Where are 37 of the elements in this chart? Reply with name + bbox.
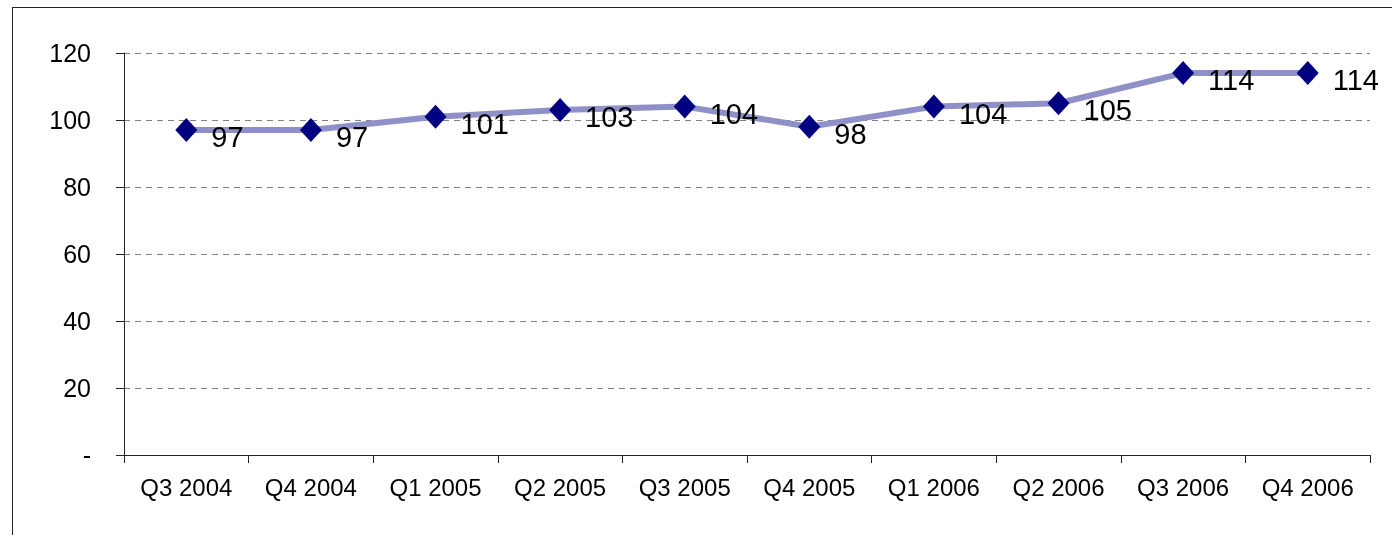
y-tick-label: 100 (49, 106, 91, 134)
x-tick-label: Q1 2006 (887, 473, 980, 501)
point (922, 94, 945, 119)
x-tick-label: Q3 2006 (1137, 473, 1230, 501)
point (798, 114, 821, 139)
y-tick-label: 40 (63, 307, 91, 335)
data-label: 104 (958, 97, 1008, 130)
data-label: 97 (335, 121, 369, 154)
point (175, 118, 198, 143)
point (1296, 61, 1319, 86)
x-tick-label: Q3 2005 (638, 473, 731, 501)
point (424, 104, 447, 129)
y-tick-label: 120 (49, 39, 91, 67)
data-label: 101 (460, 107, 509, 140)
data-label: 114 (1208, 64, 1255, 97)
point (549, 97, 572, 122)
data-label: 105 (1083, 94, 1132, 127)
point (673, 94, 696, 119)
data-label: 97 (211, 121, 244, 154)
x-tick-label: Q2 2006 (1012, 473, 1105, 501)
y-tick-label: - (82, 441, 91, 469)
y-tick-label: 60 (63, 240, 91, 268)
point (1047, 91, 1070, 116)
point (1172, 61, 1195, 86)
x-tick-label: Q4 2005 (763, 473, 856, 501)
y-tick-label: 20 (63, 374, 91, 402)
y-tick-label: 80 (63, 173, 91, 201)
x-tick-label: Q3 2004 (140, 473, 233, 501)
point (299, 118, 322, 143)
data-label: 104 (709, 97, 759, 130)
x-tick-label: Q2 2005 (514, 473, 607, 501)
data-label: 114 (1332, 64, 1379, 97)
x-tick-label: Q1 2005 (389, 473, 482, 501)
data-label: 98 (834, 117, 867, 150)
x-tick-label: Q4 2006 (1261, 473, 1354, 501)
data-label: 103 (585, 100, 634, 133)
x-tick-label: Q4 2004 (264, 473, 357, 501)
